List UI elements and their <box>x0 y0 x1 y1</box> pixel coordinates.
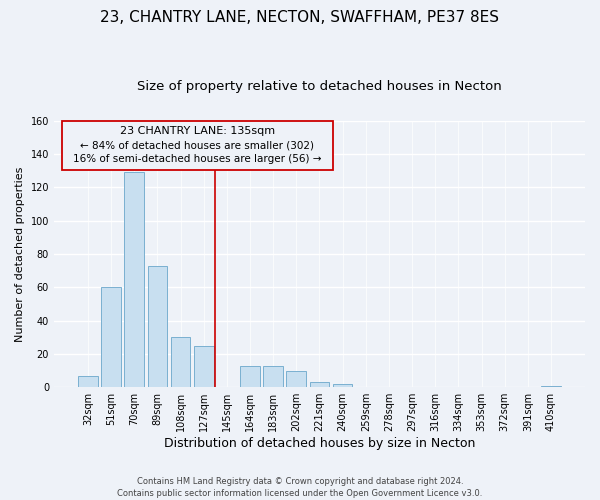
Bar <box>101 287 121 387</box>
Bar <box>78 376 98 387</box>
Text: ← 84% of detached houses are smaller (302): ← 84% of detached houses are smaller (30… <box>80 140 314 150</box>
Y-axis label: Number of detached properties: Number of detached properties <box>15 166 25 342</box>
Text: 23 CHANTRY LANE: 135sqm: 23 CHANTRY LANE: 135sqm <box>120 126 275 136</box>
Bar <box>194 346 214 387</box>
Bar <box>310 382 329 387</box>
Bar <box>333 384 352 387</box>
Bar <box>148 266 167 387</box>
Text: 16% of semi-detached houses are larger (56) →: 16% of semi-detached houses are larger (… <box>73 154 322 164</box>
Bar <box>286 370 306 387</box>
Bar <box>124 172 144 387</box>
Bar <box>240 366 260 387</box>
Text: 23, CHANTRY LANE, NECTON, SWAFFHAM, PE37 8ES: 23, CHANTRY LANE, NECTON, SWAFFHAM, PE37… <box>101 10 499 25</box>
Bar <box>170 337 190 387</box>
FancyBboxPatch shape <box>62 120 333 170</box>
Text: Contains HM Land Registry data © Crown copyright and database right 2024.
Contai: Contains HM Land Registry data © Crown c… <box>118 476 482 498</box>
Title: Size of property relative to detached houses in Necton: Size of property relative to detached ho… <box>137 80 502 93</box>
Bar <box>263 366 283 387</box>
Bar <box>541 386 561 387</box>
X-axis label: Distribution of detached houses by size in Necton: Distribution of detached houses by size … <box>164 437 475 450</box>
